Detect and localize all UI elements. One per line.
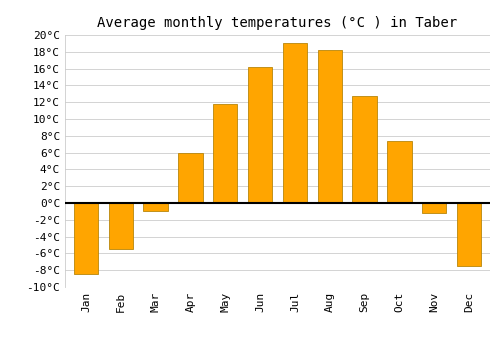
Bar — [352, 96, 377, 203]
Bar — [178, 153, 203, 203]
Bar — [282, 43, 307, 203]
Title: Average monthly temperatures (°C ) in Taber: Average monthly temperatures (°C ) in Ta… — [98, 16, 458, 30]
Bar — [108, 203, 133, 249]
Bar — [387, 141, 411, 203]
Bar — [144, 203, 168, 211]
Bar — [422, 203, 446, 213]
Bar — [213, 104, 238, 203]
Bar — [457, 203, 481, 266]
Bar — [248, 67, 272, 203]
Bar — [318, 50, 342, 203]
Bar — [74, 203, 98, 274]
